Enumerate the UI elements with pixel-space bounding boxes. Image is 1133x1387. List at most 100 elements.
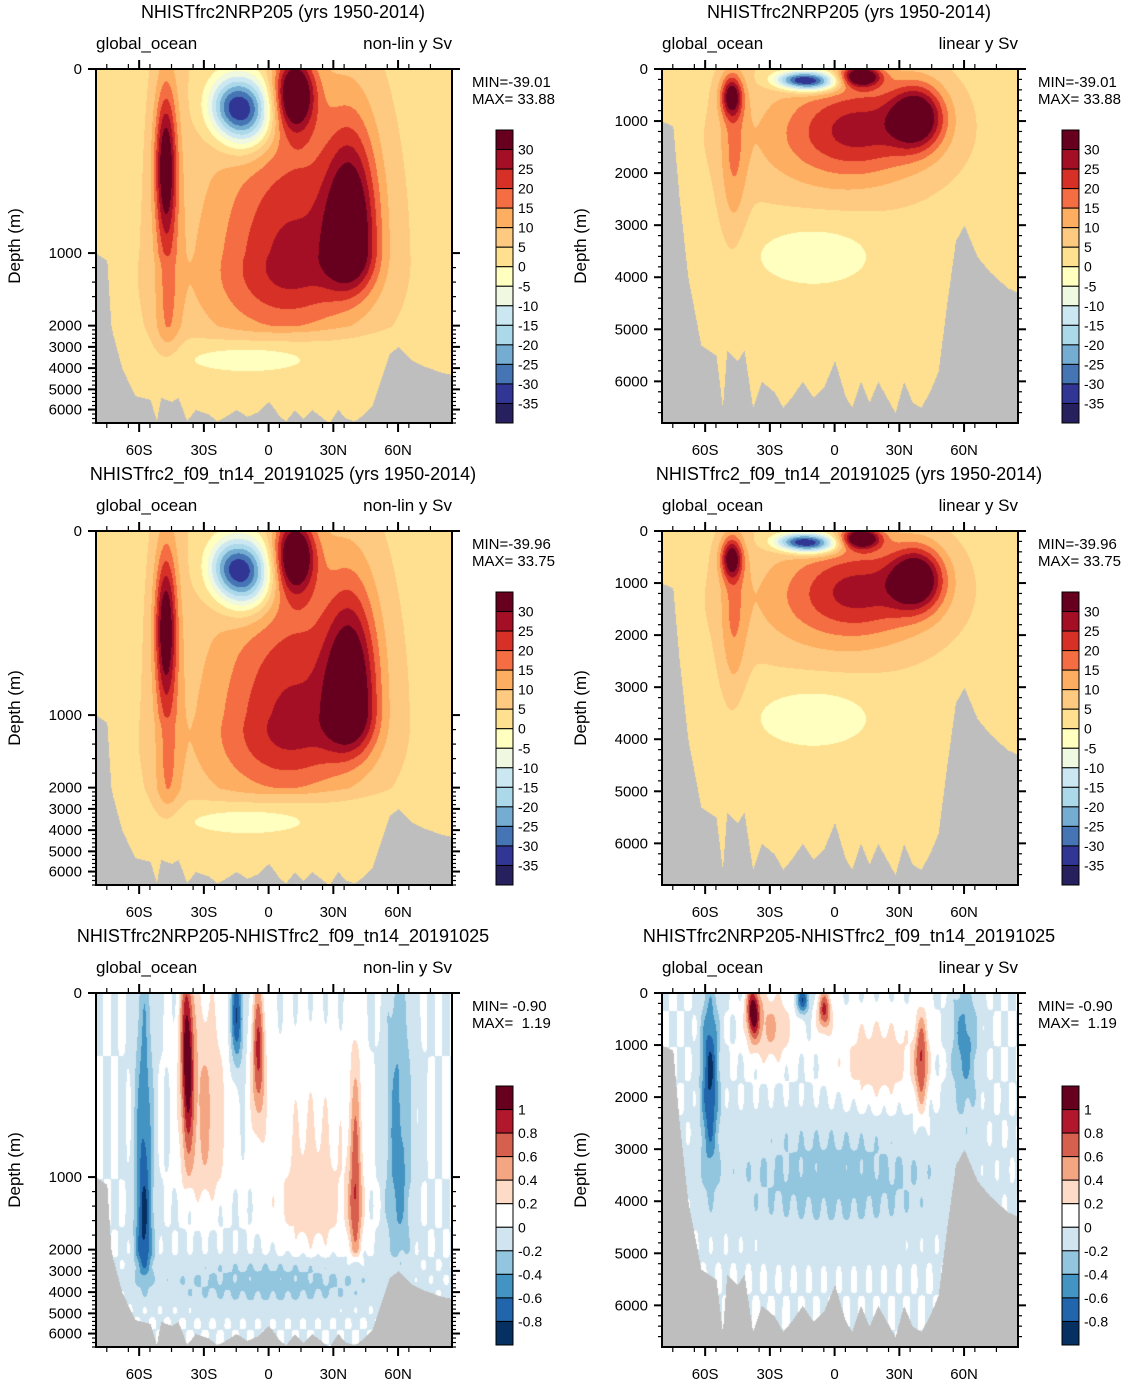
min-max-label: MIN=-39.96 MAX= 33.75 — [1038, 536, 1121, 570]
contour-field — [96, 69, 452, 423]
colorbar-swatch — [495, 1203, 514, 1228]
right-string-label: non-lin y Sv — [363, 496, 452, 515]
max-label: MAX= 1.19 — [472, 1015, 551, 1032]
x-tick-label: 60N — [384, 442, 412, 459]
colorbar-label: 25 — [1084, 161, 1100, 177]
colorbar-label: 0 — [518, 1219, 526, 1235]
colorbar-swatch — [495, 188, 514, 209]
y-tick-label: 0 — [74, 61, 82, 78]
colorbar-label: 20 — [518, 181, 534, 197]
colorbar-label: -25 — [518, 818, 538, 834]
colorbar-label: 10 — [518, 682, 534, 698]
colorbar-swatch — [495, 207, 514, 229]
colorbar-swatch — [495, 1156, 514, 1181]
y-tick-label: 4000 — [49, 1284, 82, 1301]
colorbar-swatch — [1061, 227, 1080, 248]
x-tick-label: 0 — [830, 442, 838, 459]
colorbar-label: 0.4 — [1084, 1172, 1104, 1188]
y-tick-label: 0 — [74, 523, 82, 540]
x-tick-label: 30N — [886, 904, 914, 921]
right-string-label: linear y Sv — [938, 958, 1018, 977]
chart-title: NHISTfrc2NRP205-NHISTfrc2_f09_tn14_20191… — [642, 926, 1056, 946]
y-tick-label: 4000 — [49, 822, 82, 839]
colorbar-label: 15 — [1084, 662, 1100, 678]
left-string-label: global_ocean — [96, 34, 198, 53]
colorbar-swatch — [495, 630, 514, 652]
colorbar-swatch — [495, 786, 514, 808]
colorbar-swatch — [495, 168, 514, 190]
y-tick-label: 6000 — [615, 835, 648, 852]
colorbar-swatch — [495, 591, 514, 613]
colorbar-label: 10 — [1084, 220, 1100, 236]
colorbar-label: -20 — [1084, 337, 1104, 353]
x-tick-label: 0 — [264, 1366, 272, 1383]
colorbar-swatch — [1061, 767, 1080, 788]
y-tick-label: 5000 — [615, 783, 648, 800]
y-tick-label: 2000 — [49, 1242, 82, 1259]
colorbar-swatch — [1061, 1297, 1080, 1322]
colorbar-swatch — [495, 806, 514, 827]
colorbar-label: 0.2 — [1084, 1196, 1104, 1212]
chart-panel: NHISTfrc2NRP205 (yrs 1950-2014) global_oc… — [566, 0, 1132, 462]
chart-title: NHISTfrc2_f09_tn14_20191025 (yrs 1950-20… — [89, 464, 477, 484]
colorbar-label: 0 — [518, 259, 526, 275]
colorbar-swatch — [1061, 1250, 1080, 1275]
left-string-label: global_ocean — [96, 496, 198, 515]
y-tick-label: 2000 — [615, 165, 648, 182]
y-axis-label: Depth (m) — [571, 670, 590, 746]
colorbar-swatch — [1061, 383, 1080, 404]
colorbar-swatch — [495, 1297, 514, 1322]
colorbar-swatch — [495, 1226, 514, 1252]
min-max-label: MIN=-39.96 MAX= 33.75 — [472, 536, 555, 570]
colorbar-swatch — [1061, 611, 1080, 632]
min-label: MIN=-39.01 — [472, 74, 551, 91]
colorbar-label: 1 — [1084, 1102, 1092, 1118]
min-max-label: MIN=-39.01 MAX= 33.88 — [1038, 74, 1121, 108]
chart-panel: NHISTfrc2NRP205 (yrs 1950-2014) global_oc… — [0, 0, 566, 462]
plot-frame — [95, 530, 453, 886]
y-tick-label: 1000 — [49, 1169, 82, 1186]
y-tick-label: 3000 — [615, 1141, 648, 1158]
colorbar-label: -10 — [518, 760, 538, 776]
x-tick-label: 60N — [950, 442, 978, 459]
colorbar-swatch — [1061, 1320, 1080, 1346]
colorbar-label: -10 — [1084, 760, 1104, 776]
colorbar-label: 5 — [1084, 239, 1092, 255]
y-tick-label: 6000 — [49, 1326, 82, 1343]
colorbar-label: -0.2 — [518, 1243, 542, 1259]
plot-frame — [95, 992, 453, 1348]
y-tick-label: 5000 — [49, 843, 82, 860]
colorbar-swatch — [1061, 1156, 1080, 1181]
min-max-label: MIN=-39.01 MAX= 33.88 — [472, 74, 555, 108]
colorbar-swatch — [1061, 402, 1080, 424]
y-tick-label: 0 — [640, 523, 648, 540]
y-tick-label: 6000 — [615, 1297, 648, 1314]
y-tick-label: 0 — [74, 985, 82, 1002]
x-tick-label: 60S — [126, 904, 153, 921]
colorbar-label: 15 — [518, 662, 534, 678]
x-tick-label: 30S — [191, 904, 218, 921]
colorbar-swatch — [495, 246, 514, 268]
y-tick-label: 4000 — [615, 731, 648, 748]
x-tick-label: 60S — [692, 442, 719, 459]
y-tick-label: 5000 — [49, 1305, 82, 1322]
colorbar-label: -25 — [1084, 356, 1104, 372]
y-tick-label: 2000 — [615, 627, 648, 644]
colorbar-swatch — [1061, 747, 1080, 769]
colorbar-label: -25 — [518, 356, 538, 372]
y-tick-label: 6000 — [49, 402, 82, 419]
min-label: MIN=-39.01 — [1038, 74, 1117, 91]
colorbar-swatch — [495, 1273, 514, 1299]
y-tick-label: 0 — [640, 61, 648, 78]
colorbar-label: 20 — [1084, 181, 1100, 197]
colorbar-swatch — [1061, 845, 1080, 866]
colorbar-swatch — [1061, 630, 1080, 652]
right-string-label: linear y Sv — [938, 496, 1018, 515]
colorbar-label: -0.4 — [518, 1266, 542, 1282]
contour-field — [662, 993, 1018, 1347]
left-string-label: global_ocean — [662, 496, 764, 515]
y-tick-label: 2000 — [615, 1089, 648, 1106]
